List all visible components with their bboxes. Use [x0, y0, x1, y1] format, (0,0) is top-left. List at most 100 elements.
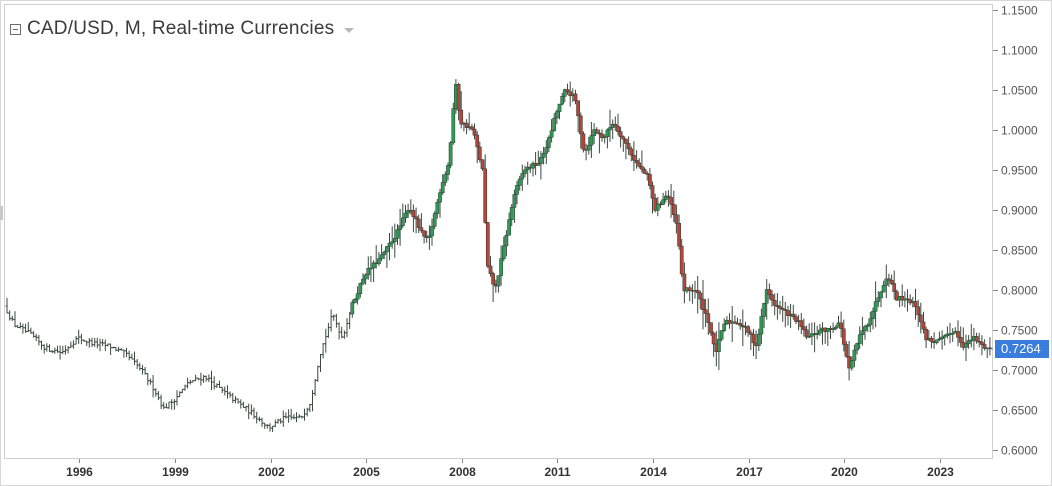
candle [69, 341, 73, 349]
candle-body [642, 168, 647, 174]
plot-area[interactable] [4, 4, 993, 459]
candle-body [711, 332, 716, 345]
candle [276, 418, 280, 424]
candle [220, 386, 224, 393]
candle [916, 299, 921, 327]
candle [557, 103, 562, 120]
candle [695, 275, 700, 314]
candle-body [855, 343, 859, 351]
candle-body [860, 330, 865, 335]
candle [103, 339, 107, 351]
candle [865, 323, 870, 333]
candle-body [892, 283, 897, 292]
candle-body [650, 185, 655, 199]
candle [929, 336, 934, 349]
candle-body [485, 222, 490, 267]
candle-body [512, 194, 517, 208]
candle [63, 345, 67, 355]
candle [841, 319, 846, 352]
candle [589, 121, 594, 158]
candle [632, 141, 636, 171]
candle [892, 270, 897, 300]
y-tick-label: 1.1500 [1001, 4, 1038, 18]
candle [414, 207, 418, 234]
candle [740, 309, 745, 347]
candle-body [377, 258, 381, 265]
candle [159, 394, 163, 409]
candle [406, 203, 410, 218]
candle [332, 314, 336, 321]
candle [661, 192, 665, 206]
candle [677, 214, 681, 250]
candle [560, 92, 565, 106]
candle [379, 244, 384, 262]
candle-body [934, 339, 939, 344]
candle-body [385, 246, 389, 253]
candle [807, 323, 812, 339]
candle [446, 162, 450, 181]
candle-body [608, 127, 612, 131]
candle [114, 346, 118, 352]
candle [337, 322, 341, 340]
y-tick-label: 0.6000 [1001, 444, 1038, 458]
candle [618, 126, 623, 148]
candle [162, 402, 166, 410]
candle [594, 127, 599, 134]
candle [440, 174, 445, 195]
candle [284, 412, 288, 419]
candle [908, 294, 913, 306]
candle [133, 351, 136, 365]
candle [812, 322, 817, 353]
candle [509, 204, 514, 227]
candle-body [594, 129, 599, 134]
candle [427, 225, 432, 250]
candle-body [589, 135, 594, 146]
candle [48, 344, 51, 352]
candle [66, 346, 70, 354]
candle [889, 274, 894, 285]
candle [138, 362, 142, 371]
candle-body [616, 125, 620, 132]
candle [156, 391, 160, 401]
candle-body [618, 131, 623, 137]
candle-body [387, 242, 392, 247]
candle [648, 168, 652, 190]
candle-body [722, 323, 727, 331]
chevron-down-icon[interactable] [344, 27, 355, 33]
candle [682, 262, 687, 304]
candle [483, 154, 488, 224]
candle-body [419, 227, 424, 231]
candle [748, 329, 753, 350]
x-tick-label: 2020 [831, 465, 858, 479]
candle [852, 344, 857, 368]
candle [117, 346, 121, 352]
candle [324, 328, 328, 353]
candle-body [889, 279, 894, 284]
candle [271, 425, 275, 432]
candle-body [645, 173, 650, 175]
candle [701, 280, 705, 330]
candle-body [371, 262, 376, 269]
candle-body [491, 273, 495, 285]
candle-body [772, 300, 777, 306]
x-tick-label: 2005 [353, 465, 380, 479]
candle [172, 399, 176, 410]
candle [722, 318, 727, 332]
resize-handle[interactable] [0, 206, 3, 220]
candle-body [648, 174, 652, 186]
candle [655, 196, 660, 217]
collapse-icon[interactable] [10, 23, 21, 35]
candle-body [613, 123, 618, 127]
candle [164, 403, 168, 409]
candle [709, 322, 713, 336]
candle-body [818, 329, 822, 334]
candle-body [475, 134, 480, 148]
candle [966, 335, 971, 349]
candle-body [709, 322, 713, 334]
candle-body [443, 174, 448, 183]
candle-body [871, 310, 875, 319]
candle-body [355, 293, 360, 300]
candle [8, 310, 12, 321]
candle [146, 373, 150, 386]
